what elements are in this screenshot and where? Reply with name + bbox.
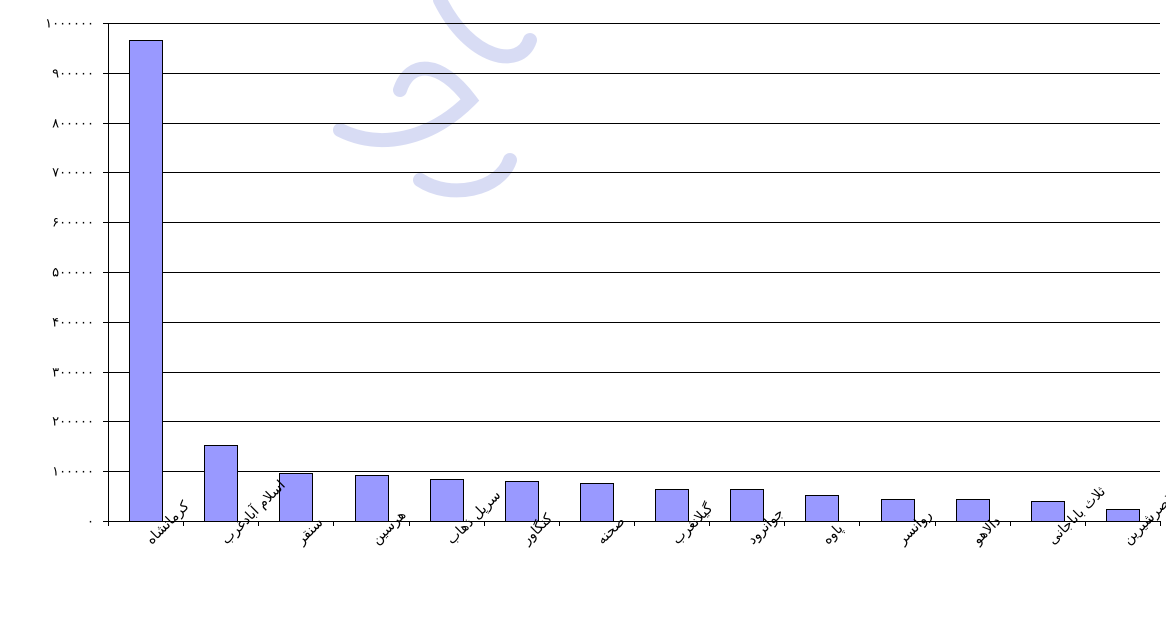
bar xyxy=(430,479,464,522)
bar xyxy=(580,483,614,522)
y-tick-label: ۵۰۰۰۰۰ xyxy=(52,266,94,281)
y-tick-label: ۰ xyxy=(87,515,94,530)
bar xyxy=(881,499,915,522)
y-tick-label: ۱۰۰۰۰۰ xyxy=(52,465,94,480)
bar xyxy=(1031,501,1065,522)
y-tick-label: ۱۰۰۰۰۰۰ xyxy=(45,17,94,32)
y-tick-label: ۹۰۰۰۰۰ xyxy=(52,67,94,82)
y-tick-label: ۳۰۰۰۰۰ xyxy=(52,366,94,381)
watermark-logo xyxy=(333,0,537,198)
y-tick-label: ۸۰۰۰۰۰ xyxy=(52,117,94,132)
x-axis-ticks: کرمانشاه اسلام آبادغرب سنقر هرسین سرپل ذهاب ک… xyxy=(108,477,1166,549)
bar xyxy=(204,445,238,522)
bar xyxy=(805,495,839,522)
bar xyxy=(129,40,163,522)
y-axis-ticks: ۰ ۱۰۰۰۰۰ ۲۰۰۰۰۰ ۳۰۰۰۰۰ ۴۰۰۰۰۰ ۵۰۰۰۰۰ ۶۰۰۰۰۰ ۷۰۰… xyxy=(45,17,108,530)
bar xyxy=(730,489,764,522)
bar xyxy=(355,475,389,522)
x-tick-label: پاوه xyxy=(819,521,846,548)
y-tick-label: ۶۰۰۰۰۰ xyxy=(52,216,94,231)
bars xyxy=(129,40,1140,522)
y-tick-label: ۴۰۰۰۰۰ xyxy=(52,316,94,331)
y-tick-label: ۷۰۰۰۰۰ xyxy=(52,166,94,181)
bar xyxy=(279,473,313,522)
bar xyxy=(956,499,990,522)
bar xyxy=(655,489,689,522)
y-tick-label: ۲۰۰۰۰۰ xyxy=(52,415,94,430)
bar xyxy=(1106,509,1140,522)
gridlines xyxy=(108,23,1160,472)
bar xyxy=(505,481,539,522)
